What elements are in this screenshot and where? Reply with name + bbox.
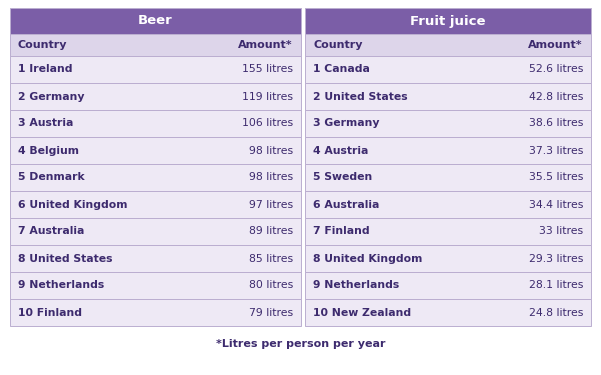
Bar <box>305 34 591 56</box>
Bar <box>305 8 591 34</box>
Text: 24.8 litres: 24.8 litres <box>529 308 583 318</box>
Bar <box>305 83 591 110</box>
Bar <box>305 218 591 245</box>
Text: 155 litres: 155 litres <box>242 64 293 75</box>
Text: 8 United Kingdom: 8 United Kingdom <box>313 254 423 264</box>
Text: 9 Netherlands: 9 Netherlands <box>313 280 399 291</box>
Text: 3 Austria: 3 Austria <box>18 118 73 129</box>
Text: 80 litres: 80 litres <box>249 280 293 291</box>
Bar <box>10 8 301 34</box>
Text: 7 Finland: 7 Finland <box>313 226 370 237</box>
Text: 7 Australia: 7 Australia <box>18 226 84 237</box>
Text: 97 litres: 97 litres <box>249 200 293 210</box>
Bar <box>305 110 591 137</box>
Text: 42.8 litres: 42.8 litres <box>529 92 583 102</box>
Text: 52.6 litres: 52.6 litres <box>529 64 583 75</box>
Text: Amount*: Amount* <box>528 40 583 50</box>
Text: 98 litres: 98 litres <box>249 146 293 156</box>
Bar <box>10 110 301 137</box>
Text: 6 United Kingdom: 6 United Kingdom <box>18 200 127 210</box>
Text: 3 Germany: 3 Germany <box>313 118 379 129</box>
Bar <box>305 56 591 83</box>
Text: *Litres per person per year: *Litres per person per year <box>216 339 385 349</box>
Bar <box>10 34 301 56</box>
Text: 119 litres: 119 litres <box>242 92 293 102</box>
Bar <box>305 191 591 218</box>
Bar <box>10 218 301 245</box>
Text: Country: Country <box>18 40 67 50</box>
Text: 4 Belgium: 4 Belgium <box>18 146 79 156</box>
Text: 34.4 litres: 34.4 litres <box>529 200 583 210</box>
Text: 106 litres: 106 litres <box>242 118 293 129</box>
Text: 10 New Zealand: 10 New Zealand <box>313 308 411 318</box>
Text: Amount*: Amount* <box>239 40 293 50</box>
Bar <box>10 245 301 272</box>
Bar <box>10 164 301 191</box>
Bar <box>10 137 301 164</box>
Text: 5 Sweden: 5 Sweden <box>313 172 372 183</box>
Text: 2 United States: 2 United States <box>313 92 407 102</box>
Text: 9 Netherlands: 9 Netherlands <box>18 280 104 291</box>
Text: 33 litres: 33 litres <box>539 226 583 237</box>
Bar <box>10 56 301 83</box>
Bar <box>305 272 591 299</box>
Bar <box>305 164 591 191</box>
Text: 35.5 litres: 35.5 litres <box>529 172 583 183</box>
Text: 5 Denmark: 5 Denmark <box>18 172 85 183</box>
Text: 28.1 litres: 28.1 litres <box>529 280 583 291</box>
Text: 10 Finland: 10 Finland <box>18 308 82 318</box>
Bar <box>305 299 591 326</box>
Text: 6 Australia: 6 Australia <box>313 200 379 210</box>
Text: 85 litres: 85 litres <box>249 254 293 264</box>
Text: 29.3 litres: 29.3 litres <box>529 254 583 264</box>
Text: 2 Germany: 2 Germany <box>18 92 85 102</box>
Text: Fruit juice: Fruit juice <box>410 15 486 27</box>
Text: Country: Country <box>313 40 362 50</box>
Text: 37.3 litres: 37.3 litres <box>529 146 583 156</box>
Bar <box>10 299 301 326</box>
Text: Beer: Beer <box>138 15 173 27</box>
Bar <box>10 191 301 218</box>
Text: 79 litres: 79 litres <box>249 308 293 318</box>
Bar <box>305 137 591 164</box>
Text: 38.6 litres: 38.6 litres <box>529 118 583 129</box>
Text: 89 litres: 89 litres <box>249 226 293 237</box>
Text: 1 Ireland: 1 Ireland <box>18 64 73 75</box>
Text: 98 litres: 98 litres <box>249 172 293 183</box>
Bar <box>10 272 301 299</box>
Text: 1 Canada: 1 Canada <box>313 64 370 75</box>
Text: 4 Austria: 4 Austria <box>313 146 368 156</box>
Bar <box>305 245 591 272</box>
Bar <box>10 83 301 110</box>
Text: 8 United States: 8 United States <box>18 254 112 264</box>
